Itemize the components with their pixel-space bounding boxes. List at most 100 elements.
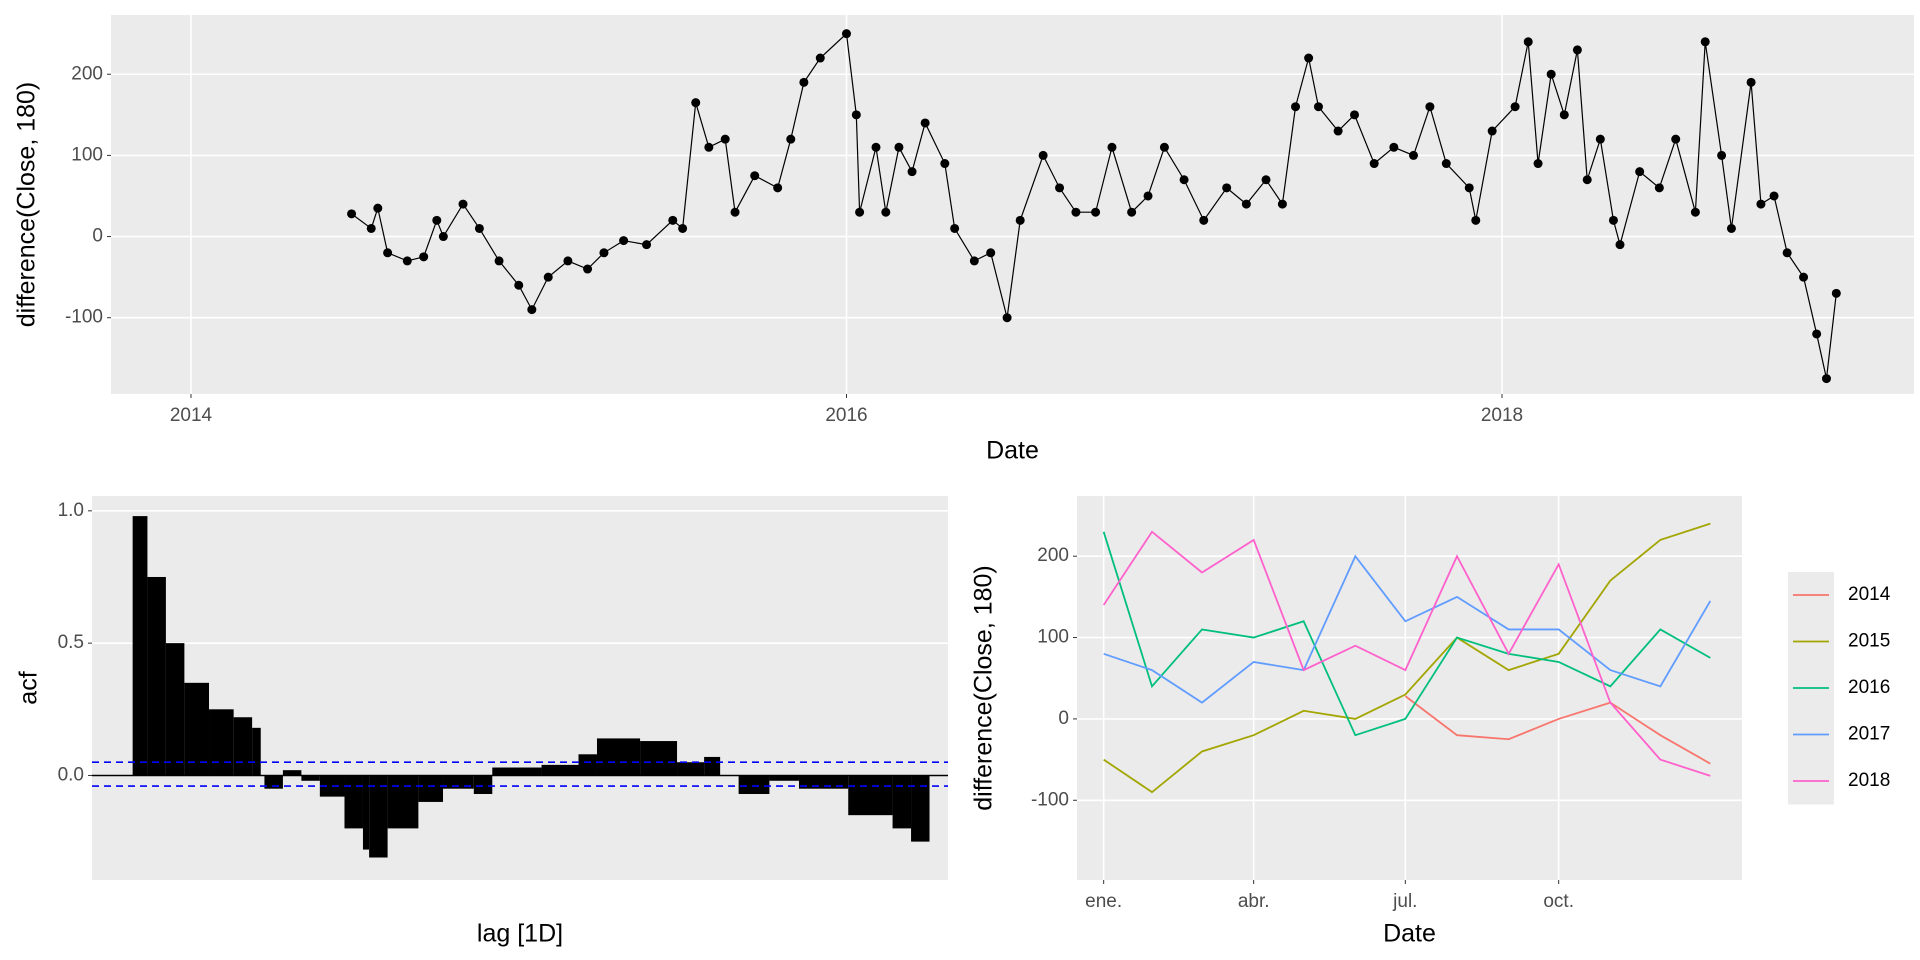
y-tick-label: 0.0: [58, 764, 84, 785]
bar: [344, 775, 363, 829]
x-tick-label: jul.: [1392, 891, 1417, 912]
point: [583, 264, 593, 274]
point: [773, 183, 783, 193]
point: [1143, 191, 1153, 201]
point: [1038, 150, 1048, 160]
point: [969, 256, 979, 266]
y-tick-label: 1.0: [58, 500, 84, 521]
point: [1441, 159, 1451, 169]
bar: [677, 762, 705, 776]
point: [815, 53, 825, 63]
bar: [165, 643, 185, 776]
point: [599, 248, 609, 258]
point: [1572, 45, 1582, 55]
point: [920, 118, 930, 128]
point: [347, 209, 357, 219]
bar: [578, 754, 597, 776]
point: [494, 256, 504, 266]
point: [881, 207, 891, 217]
point: [894, 142, 904, 152]
plot-background: [111, 15, 1914, 394]
point: [366, 223, 376, 233]
y-tick-label: 200: [1037, 545, 1069, 566]
point: [1002, 313, 1012, 323]
point: [1091, 207, 1101, 217]
point: [1523, 37, 1533, 47]
point: [458, 199, 468, 209]
y-axis-title: difference(Close, 180): [970, 565, 998, 811]
bar: [132, 516, 148, 776]
series-line: [1404, 695, 1711, 765]
point: [720, 134, 730, 144]
x-tick-label: ene.: [1085, 891, 1122, 912]
point: [1304, 53, 1314, 63]
point: [1769, 191, 1779, 201]
point: [1333, 126, 1343, 136]
point: [1615, 240, 1625, 250]
point: [1159, 142, 1169, 152]
point: [402, 256, 412, 266]
point: [1608, 215, 1618, 225]
legend-label: 2018: [1848, 770, 1890, 791]
point: [799, 77, 809, 87]
point: [1199, 215, 1209, 225]
point: [1700, 37, 1710, 47]
bar: [704, 756, 721, 776]
y-axis-title: acf: [15, 671, 43, 704]
point: [543, 272, 553, 282]
point: [563, 256, 573, 266]
point: [1261, 175, 1271, 185]
bar: [418, 775, 444, 802]
bar: [209, 709, 234, 776]
point: [1107, 142, 1117, 152]
bar: [541, 764, 579, 776]
point: [855, 207, 865, 217]
point: [1582, 175, 1592, 185]
bar: [301, 775, 320, 781]
point: [950, 223, 960, 233]
point: [1015, 215, 1025, 225]
point: [1654, 183, 1664, 193]
point: [1726, 223, 1736, 233]
point: [750, 171, 760, 181]
x-tick-label: 2018: [1481, 405, 1523, 426]
point: [1222, 183, 1232, 193]
point: [1821, 374, 1831, 384]
bar: [473, 775, 493, 794]
bar: [184, 682, 210, 776]
point: [1313, 102, 1323, 112]
x-axis-title: lag [1D]: [477, 920, 563, 948]
point: [678, 223, 688, 233]
point: [871, 142, 881, 152]
series-line: [1102, 530, 1711, 777]
x-axis-title: Date: [986, 437, 1039, 465]
y-tick-label: -100: [1031, 789, 1069, 810]
point: [1831, 288, 1841, 298]
series-line: [1102, 531, 1711, 737]
point: [1717, 150, 1727, 160]
point: [851, 110, 861, 120]
point: [1471, 215, 1481, 225]
point: [1690, 207, 1700, 217]
point: [1595, 134, 1605, 144]
point: [1425, 102, 1435, 112]
point: [383, 248, 393, 258]
bar: [848, 775, 893, 816]
point: [1071, 207, 1081, 217]
bar: [911, 775, 930, 842]
point: [1782, 248, 1792, 258]
bar: [233, 717, 253, 776]
bar: [769, 775, 799, 781]
bar: [892, 775, 912, 829]
point: [1559, 110, 1569, 120]
point: [1812, 329, 1822, 339]
point: [1127, 207, 1137, 217]
point: [1510, 102, 1520, 112]
y-tick-label: 0: [92, 226, 103, 247]
point: [1487, 126, 1497, 136]
x-tick-label: abr.: [1238, 891, 1270, 912]
point: [704, 142, 714, 152]
point: [642, 240, 652, 250]
point: [1291, 102, 1301, 112]
